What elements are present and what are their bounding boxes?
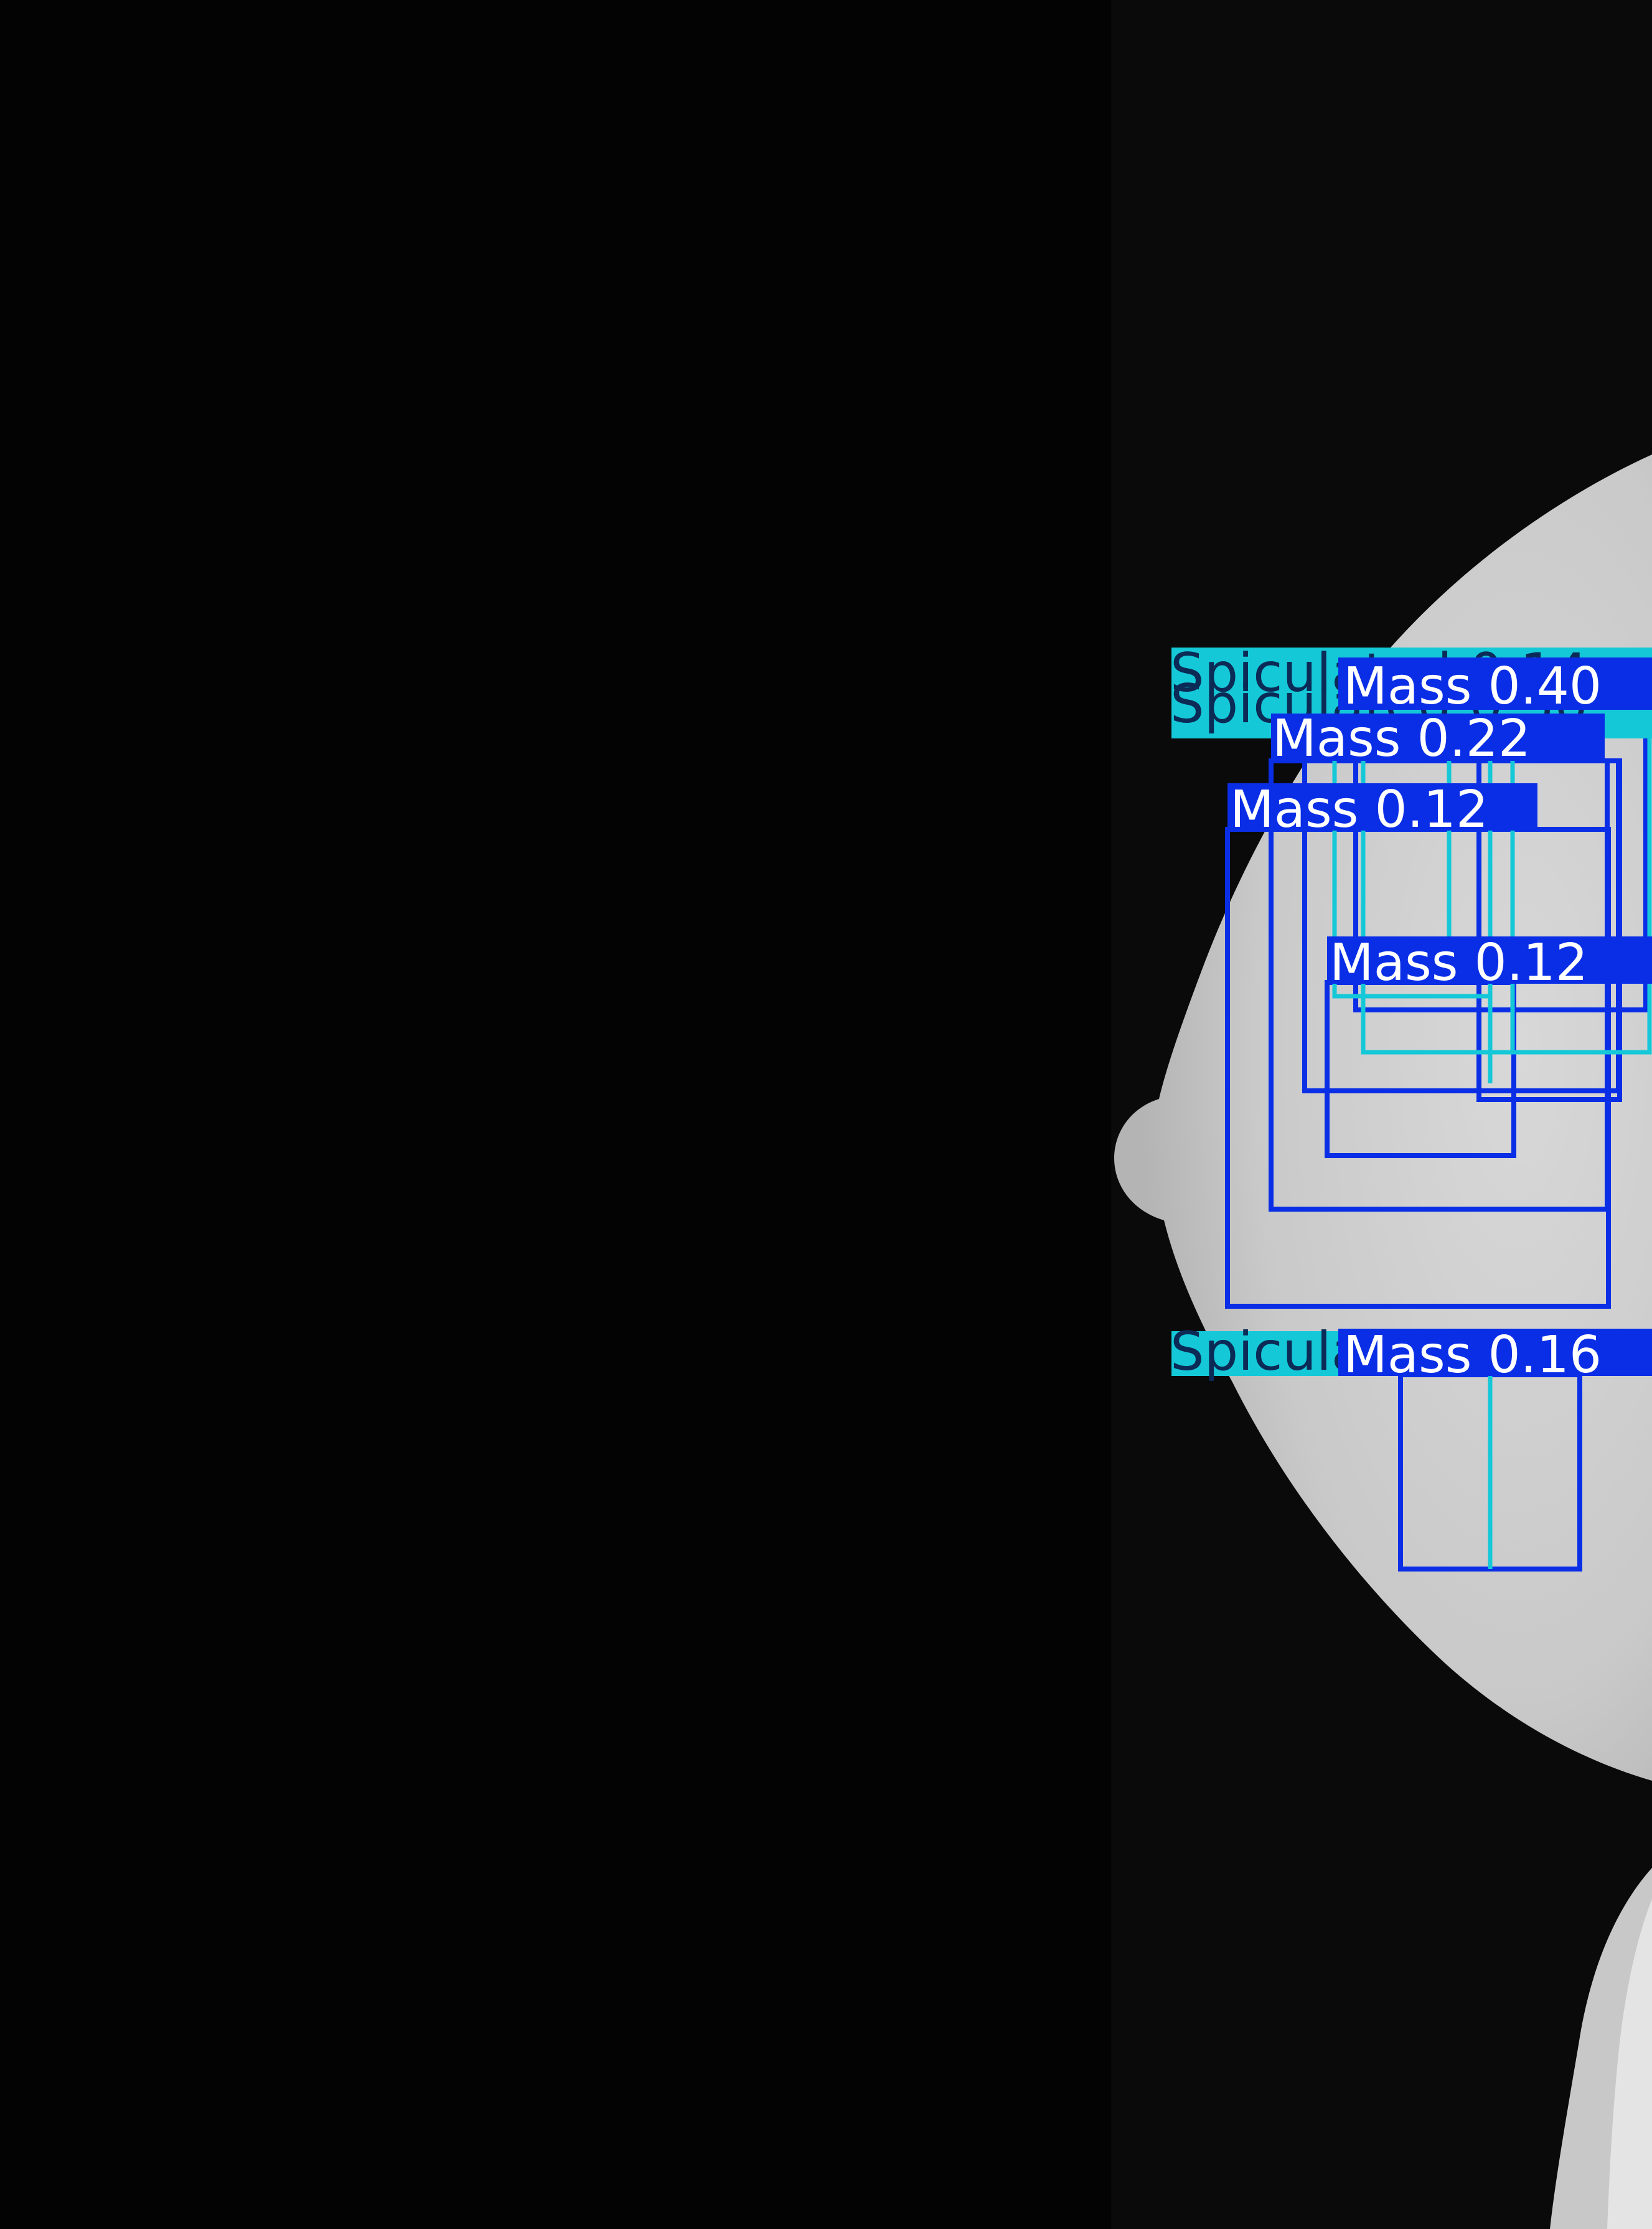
mass-label-012-b: Mass 0.12: [1330, 933, 1588, 992]
mass-label-022: Mass 0.22: [1272, 709, 1531, 768]
mass-label-backgrounds: [1227, 657, 1652, 1376]
mass-boxes: [1225, 700, 1648, 1572]
lower-tissue-edge: [1607, 1899, 1652, 2229]
mass-label-040: Mass 0.40: [1343, 657, 1602, 716]
mass-label-012-a: Mass 0.12: [1230, 780, 1488, 839]
mass-label-016: Mass 0.16: [1343, 1326, 1602, 1385]
